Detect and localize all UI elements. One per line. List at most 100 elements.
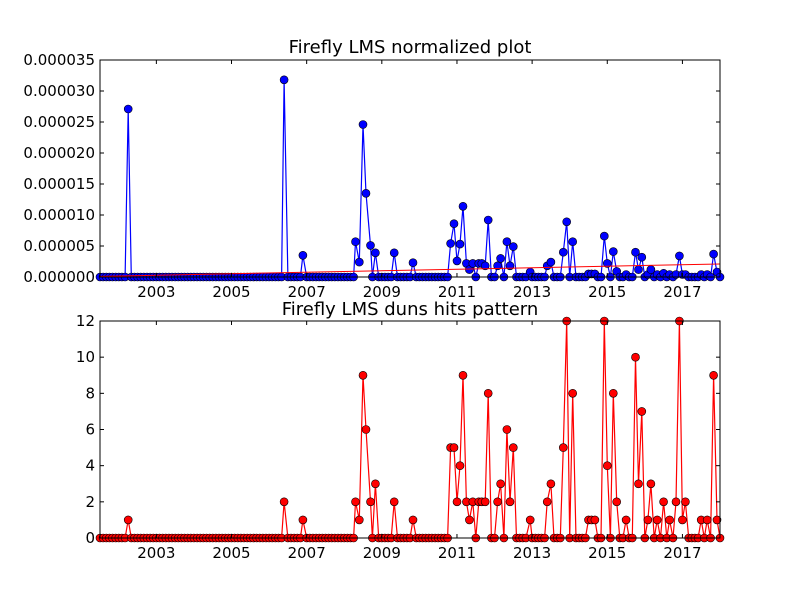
duns-hits-data-point	[612, 497, 622, 507]
duns-hits-data-point	[505, 497, 515, 507]
duns-hits-data-point	[480, 497, 490, 507]
normalized-xtick-label: 2007	[288, 283, 326, 301]
duns-hits-xtick-label: 2015	[588, 544, 626, 562]
normalized-xtick-label: 2017	[663, 283, 701, 301]
duns-hits-data-point	[608, 388, 618, 398]
normalized-data-point	[452, 256, 462, 266]
duns-hits-data-point	[508, 443, 518, 452]
duns-hits-data-point	[354, 515, 364, 525]
duns-hits-data-point	[637, 407, 647, 416]
normalized-data-point	[558, 247, 568, 257]
normalized-data-point	[562, 217, 572, 227]
duns-hits-data-point	[279, 497, 289, 507]
normalized-plot-frame	[99, 59, 721, 278]
duns-hits-data-point	[665, 515, 674, 525]
duns-hits-data-point	[602, 461, 612, 471]
duns-hits-data-point	[643, 515, 653, 525]
duns-hits-data-point	[546, 479, 556, 489]
normalized-data-point	[631, 247, 640, 257]
normalized-ytick-label: 0.000025	[23, 113, 95, 131]
duns-hits-xtick-label: 2013	[513, 544, 551, 562]
duns-hits-ytick-label: 10	[76, 348, 95, 366]
normalized-ytick-label: 0.000010	[23, 206, 95, 224]
normalized-data-point	[408, 258, 418, 268]
duns-hits-data-point	[659, 497, 668, 507]
duns-hits-xtick-label: 2007	[288, 544, 326, 562]
duns-hits-ytick-label: 0	[85, 529, 95, 547]
duns-hits-data-point	[351, 497, 360, 507]
normalized-xtick-label: 2015	[588, 283, 626, 301]
normalized-data-point	[675, 251, 684, 261]
duns-hits-data-point	[652, 515, 662, 525]
duns-hits-xtick-label: 2009	[363, 544, 401, 562]
duns-hits-data-point	[465, 515, 474, 525]
duns-hits-data-point	[452, 497, 462, 507]
normalized-data-point	[546, 257, 556, 267]
normalized-data-point	[446, 239, 455, 248]
normalized-data-point	[480, 261, 490, 271]
normalized-data-point	[458, 202, 468, 211]
duns-hits-data-point	[671, 497, 681, 507]
normalized-data-point	[279, 75, 289, 85]
duns-hits-data-point	[502, 425, 512, 434]
normalized-data-point	[354, 257, 364, 267]
normalized-xtick-label: 2011	[438, 283, 476, 301]
normalized-plot-panel: Firefly LMS normalized plot 2003 2005 2007…	[23, 37, 725, 301]
duns-hits-xtick-label: 2005	[212, 544, 250, 562]
normalized-data-point	[389, 248, 399, 258]
normalized-data-point	[483, 215, 493, 225]
normalized-data-point	[502, 237, 512, 246]
duns-hits-data-point	[568, 388, 578, 398]
duns-hits-xtick-label: 2011	[438, 544, 476, 562]
duns-hits-data-point	[455, 461, 465, 471]
duns-hits-panel: Firefly LMS duns hits pattern 2003 2005 20…	[76, 299, 725, 562]
duns-hits-data-point	[458, 370, 468, 380]
normalized-ytick-label: 0.000035	[23, 51, 95, 69]
duns-hits-data-point	[298, 515, 308, 525]
duns-hits-xtick-label: 2003	[137, 544, 175, 562]
normalized-data-point	[455, 239, 465, 249]
normalized-plot-axes: 2003 2005 2007 2009 2011 2013 2015 2017 0.000000…	[23, 51, 720, 301]
duns-hits-data-point	[712, 515, 722, 525]
normalized-ytick-label: 0.000015	[23, 175, 95, 193]
duns-hits-data-point	[631, 352, 640, 362]
normalized-data-point	[366, 241, 375, 250]
normalized-data-point	[496, 254, 505, 263]
duns-hits-data-point	[702, 515, 712, 525]
normalized-data-point	[493, 261, 502, 271]
normalized-data-point	[634, 265, 643, 274]
duns-hits-ytick-label: 4	[85, 457, 95, 475]
normalized-data-point	[608, 247, 618, 256]
normalized-data-point	[449, 219, 459, 228]
normalized-xtick-label: 2013	[513, 283, 551, 301]
duns-hits-data-point	[646, 479, 656, 489]
duns-hits-data-point	[408, 515, 418, 525]
normalized-data-point	[637, 252, 647, 262]
duns-hits-xtick-label: 2017	[663, 544, 701, 562]
duns-hits-data-point	[621, 515, 631, 525]
normalized-ytick-label: 0.000000	[23, 268, 95, 286]
normalized-data-point	[351, 237, 360, 246]
duns-hits-data-point	[525, 515, 535, 525]
normalized-data-point	[123, 104, 133, 114]
normalized-ytick-label: 0.000030	[23, 82, 95, 100]
normalized-data-point	[568, 237, 578, 246]
normalized-data-point	[298, 251, 308, 260]
duns-hits-data-point	[678, 515, 687, 525]
duns-hits-data-point	[371, 479, 380, 489]
duns-hits-data-point	[590, 515, 600, 525]
duns-hits-title: Firefly LMS duns hits pattern	[282, 299, 539, 320]
duns-hits-data-point	[558, 443, 568, 452]
duns-hits-data-point	[634, 479, 643, 489]
duns-hits-data-point	[449, 443, 459, 452]
normalized-xtick-label: 2005	[212, 283, 250, 301]
normalized-data-point	[371, 248, 380, 258]
duns-hits-data-point	[361, 425, 371, 434]
normalized-data-point	[508, 242, 518, 251]
normalized-data-point	[358, 120, 368, 129]
duns-hits-ytick-label: 2	[85, 493, 95, 511]
normalized-trend-line	[99, 263, 721, 277]
duns-hits-ytick-label: 8	[85, 384, 95, 402]
normalized-plot-title: Firefly LMS normalized plot	[289, 37, 532, 58]
duns-hits-data-point	[542, 497, 552, 507]
